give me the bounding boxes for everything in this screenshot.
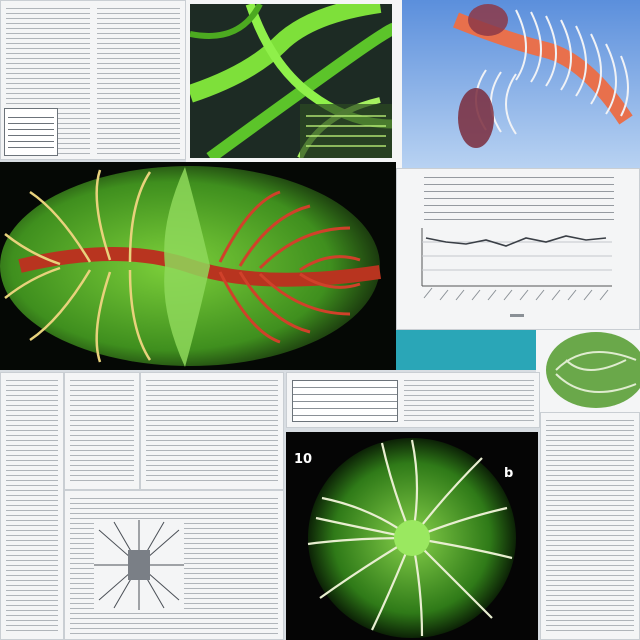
document-panel-left-a	[0, 372, 64, 640]
anatomy-illustration	[396, 0, 640, 168]
radial-cell-image: 10 b	[286, 432, 538, 640]
cell-micrograph	[307, 438, 516, 638]
green-plant-micrograph	[186, 0, 396, 162]
inset-table	[4, 108, 58, 156]
rib-structure-image	[396, 0, 640, 168]
table-grid	[292, 380, 398, 422]
line-chart-figure	[421, 228, 612, 317]
radial-diagram	[94, 520, 184, 610]
leaf-specimen	[0, 162, 396, 370]
text-block	[6, 378, 58, 634]
document-panel-left-b	[64, 372, 140, 490]
table-strip	[286, 372, 540, 428]
panel-label-right: b	[504, 466, 514, 481]
specimen-image	[546, 332, 640, 408]
column-gutter	[93, 6, 94, 154]
chart-document	[396, 168, 640, 330]
document-with-diagram	[64, 490, 284, 640]
text-block	[404, 378, 534, 422]
green-specimen-right	[536, 330, 640, 412]
document-panel-left-c	[140, 372, 284, 490]
text-block	[146, 378, 278, 484]
leaf-vein-image	[0, 162, 396, 370]
text-block	[70, 378, 134, 484]
teal-divider	[396, 330, 536, 370]
chart-caption-lines	[424, 174, 614, 224]
text-block	[546, 418, 634, 634]
document-panel-right-lower	[540, 412, 640, 640]
plant-tissue-image	[190, 4, 392, 158]
document-panel-top-left	[0, 0, 186, 160]
panel-label-left: 10	[294, 452, 313, 467]
